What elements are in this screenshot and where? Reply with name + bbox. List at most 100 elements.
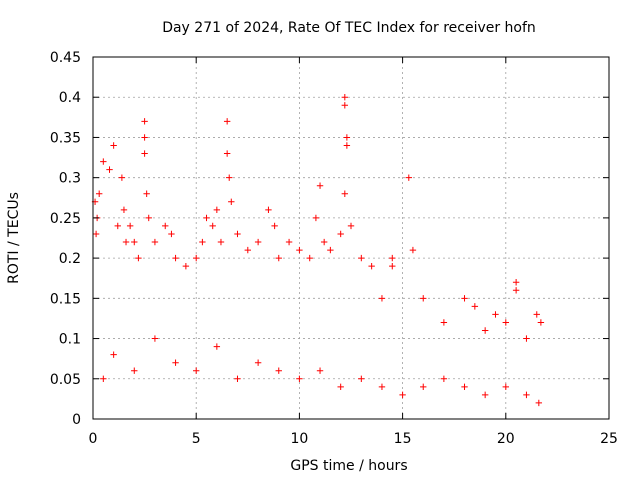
data-point	[275, 254, 282, 262]
data-point	[110, 142, 117, 149]
data-point	[135, 254, 142, 262]
data-point	[172, 359, 179, 366]
data-point	[275, 367, 282, 374]
data-point	[337, 230, 344, 238]
data-point	[92, 230, 100, 238]
data-point	[341, 94, 349, 101]
data-point	[223, 150, 231, 157]
chart-title: Day 271 of 2024, Rate Of TEC Index for r…	[162, 20, 536, 36]
data-point	[254, 238, 262, 246]
data-point	[306, 254, 313, 262]
x-tick-label-4: 20	[497, 431, 515, 447]
data-point	[172, 254, 179, 262]
data-point	[368, 262, 375, 270]
data-point	[420, 295, 427, 302]
data-point	[523, 391, 530, 399]
data-point	[347, 222, 355, 230]
x-tick-label-0: 0	[89, 431, 98, 447]
data-point	[141, 118, 148, 125]
y-axis-label: ROTI / TECUs	[6, 192, 22, 284]
data-point	[228, 198, 235, 205]
plot-frame	[92, 56, 610, 420]
data-point	[126, 222, 134, 230]
data-point	[461, 383, 468, 391]
data-point	[106, 166, 113, 173]
data-point	[145, 214, 152, 222]
data-point	[512, 287, 520, 294]
data-point	[151, 335, 159, 342]
data-point	[378, 295, 386, 302]
grid-lines	[93, 57, 609, 419]
data-point	[358, 375, 365, 382]
y-axis-ticks: 0 0.05 0.1 0.15 0.2 0.25 0.3 0.35 0.4 0.45	[50, 50, 609, 428]
data-point	[141, 150, 148, 157]
data-point	[100, 375, 107, 382]
data-point	[193, 367, 200, 374]
y-tick-label-8: 0.4	[59, 90, 81, 106]
data-point	[399, 391, 406, 399]
x-axis-ticks: 0 5 10 15 20 25	[89, 57, 618, 447]
data-point	[535, 399, 543, 407]
data-point	[320, 238, 328, 246]
data-point	[100, 158, 107, 165]
data-point	[285, 238, 293, 246]
data-point	[141, 134, 148, 141]
data-point	[110, 351, 117, 358]
data-point	[118, 174, 126, 181]
data-point	[343, 134, 351, 141]
data-point	[120, 206, 128, 214]
y-tick-label-3: 0.15	[50, 291, 81, 307]
data-point	[203, 214, 210, 222]
x-axis-label: GPS time / hours	[290, 458, 407, 474]
data-point	[234, 375, 241, 382]
data-point	[341, 190, 349, 197]
data-point	[254, 359, 262, 366]
data-point	[122, 238, 130, 246]
data-point	[226, 174, 233, 181]
data-point	[405, 174, 412, 181]
data-point	[481, 391, 489, 399]
data-point	[316, 182, 324, 189]
data-point	[95, 190, 103, 197]
y-tick-label-9: 0.45	[50, 50, 81, 66]
x-tick-label-2: 10	[290, 431, 308, 447]
data-point	[341, 102, 349, 109]
data-point	[537, 319, 545, 326]
y-tick-label-6: 0.3	[59, 171, 81, 187]
data-point	[209, 222, 216, 230]
data-point	[440, 375, 448, 382]
data-point	[244, 246, 251, 254]
data-point	[131, 238, 138, 246]
data-point	[337, 383, 344, 391]
x-tick-label-1: 5	[192, 431, 201, 447]
data-point	[358, 254, 365, 262]
data-point	[440, 319, 448, 326]
y-tick-label-0: 0	[72, 412, 81, 428]
data-point	[199, 238, 206, 246]
data-point	[316, 367, 324, 374]
data-point	[502, 383, 509, 391]
data-point	[327, 246, 334, 254]
data-point	[234, 230, 241, 238]
y-tick-label-4: 0.2	[59, 251, 81, 267]
y-tick-label-5: 0.25	[50, 211, 81, 227]
data-point	[389, 262, 396, 270]
data-point	[151, 238, 159, 246]
data-point	[182, 262, 190, 270]
data-point	[296, 246, 303, 254]
data-point	[296, 375, 303, 382]
data-point	[523, 335, 530, 342]
data-point	[378, 383, 386, 391]
y-tick-label-1: 0.05	[50, 372, 81, 388]
data-point	[420, 383, 427, 391]
data-point	[114, 222, 121, 230]
y-tick-label-2: 0.1	[59, 332, 81, 348]
data-point	[409, 246, 417, 254]
data-point	[512, 279, 520, 286]
data-points	[91, 94, 545, 407]
data-point	[271, 222, 278, 230]
data-point	[265, 206, 272, 214]
data-point	[213, 206, 221, 214]
data-point	[213, 343, 221, 350]
